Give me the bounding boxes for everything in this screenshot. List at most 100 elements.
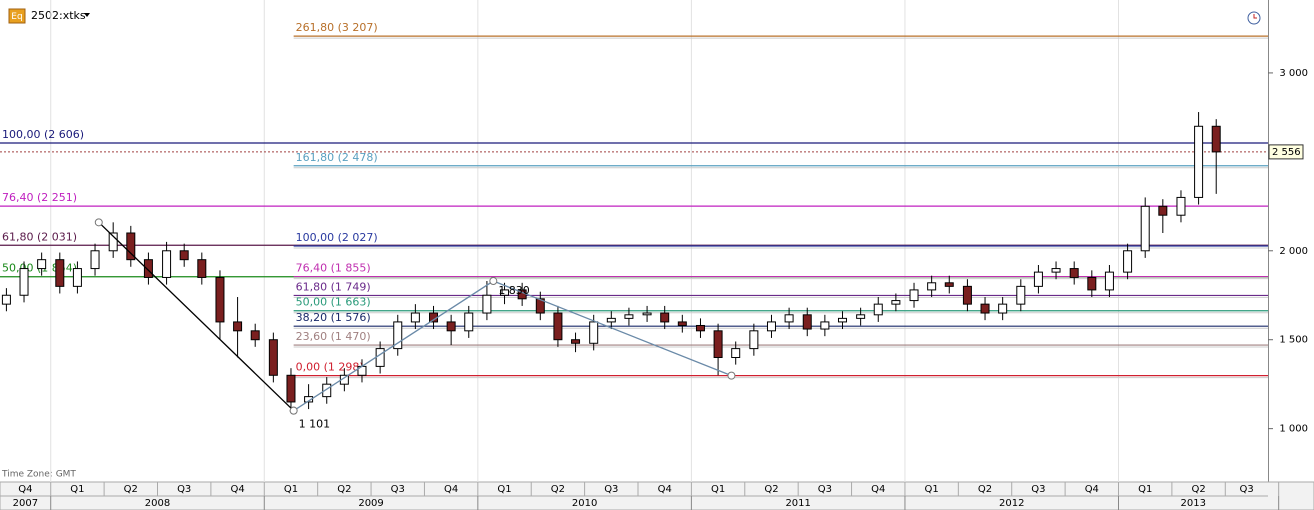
- candle-body: [962, 285, 972, 305]
- candle-body: [410, 312, 420, 323]
- fib-label: 50,00 (1 663): [296, 296, 371, 309]
- pivot: [94, 218, 103, 227]
- last-price-box: [1268, 144, 1304, 160]
- candle-body: [268, 339, 278, 376]
- x-tick-label: Q4: [871, 484, 885, 495]
- candle-body: [571, 339, 581, 344]
- candle-body: [500, 289, 510, 296]
- fib-label: 261,80 (3 207): [296, 21, 378, 34]
- candle-body: [286, 374, 296, 403]
- candle-body: [72, 268, 82, 287]
- candle-body: [126, 232, 136, 261]
- fib-label: 100,00 (2 027): [296, 231, 378, 244]
- candle-body: [1104, 271, 1114, 291]
- x-tick-label: Q3: [1240, 484, 1254, 495]
- fib-label: 161,80 (2 478): [296, 151, 378, 164]
- dropdown-caret[interactable]: [84, 13, 90, 17]
- year-label: 2009: [358, 498, 383, 509]
- fib-label: 100,00 (2 606): [2, 128, 84, 141]
- candle-body: [304, 396, 314, 403]
- candle-body: [482, 294, 492, 314]
- clock-hands: [1253, 14, 1257, 19]
- candle-body: [802, 314, 812, 330]
- candle-body: [108, 232, 118, 252]
- candle-body: [375, 348, 385, 367]
- x-tick-label: Q4: [658, 484, 672, 495]
- year-label: 2010: [572, 498, 597, 509]
- x-tick-label: Q4: [1085, 484, 1099, 495]
- candle-body: [1, 294, 11, 305]
- fib-label: 76,40 (1 855): [296, 262, 371, 275]
- y-tick-label: 3 000: [1279, 68, 1308, 79]
- candle-body: [820, 321, 830, 330]
- pivot: [727, 371, 736, 380]
- x-tick-label: Q3: [391, 484, 405, 495]
- candle-body: [927, 282, 937, 291]
- x-tick-label: Q3: [1031, 484, 1045, 495]
- candle-body: [713, 330, 723, 358]
- candle-body: [1211, 125, 1221, 153]
- year-label: 2008: [145, 498, 170, 509]
- x-tick-label: Q1: [925, 484, 939, 495]
- x-tick-label: Q1: [711, 484, 725, 495]
- year-label: 2011: [785, 498, 810, 509]
- y-tick-label: 1 500: [1279, 335, 1308, 346]
- timezone: Time Zone: GMT: [1, 470, 76, 480]
- symbol-name[interactable]: 2502:xtks: [31, 9, 86, 22]
- symbol-icon-text: Eq: [11, 12, 22, 22]
- candle-body: [179, 250, 189, 261]
- candle-body: [55, 259, 65, 287]
- x-tick-label: Q2: [124, 484, 138, 495]
- candle-body: [766, 321, 776, 332]
- candle-body: [856, 314, 866, 319]
- y-tick-label: 2 000: [1279, 246, 1308, 257]
- candle-body: [731, 348, 741, 358]
- candle-body: [980, 303, 990, 314]
- x-tick-label: Q2: [551, 484, 565, 495]
- x-tick-label: Q4: [444, 484, 458, 495]
- candle-body: [944, 282, 954, 287]
- fib-label: 0,00 (1 298): [296, 361, 364, 374]
- candle-body: [19, 268, 29, 296]
- candle-body: [624, 314, 634, 319]
- fib-label: 38,20 (1 576): [296, 311, 371, 324]
- x-tick-label: Q1: [284, 484, 298, 495]
- x-tick-label: Q3: [818, 484, 832, 495]
- candle-body: [1016, 285, 1026, 305]
- candle-body: [606, 317, 616, 323]
- x-tick-label: Q2: [978, 484, 992, 495]
- candle-body: [1033, 271, 1043, 287]
- candle-body: [37, 259, 47, 270]
- pivot: [489, 277, 498, 286]
- candle-body: [784, 314, 794, 323]
- candle-body: [215, 276, 225, 323]
- pivot-label: 1 101: [299, 418, 331, 431]
- x-tick-label: Q2: [764, 484, 778, 495]
- symbol-icon[interactable]: [8, 8, 26, 24]
- candle-body: [464, 312, 474, 332]
- candle-body: [677, 321, 687, 326]
- candle-body: [642, 312, 652, 316]
- trend-line: [98, 221, 295, 412]
- candle-body: [837, 317, 847, 323]
- fib-label: 76,40 (2 251): [2, 191, 77, 204]
- x-tick-label: Q2: [337, 484, 351, 495]
- candle-body: [873, 303, 883, 316]
- candle-body: [250, 330, 260, 341]
- candle-body: [1087, 276, 1097, 291]
- x-tick-label: Q1: [70, 484, 84, 495]
- candle-body: [1069, 268, 1079, 278]
- pivot: [289, 406, 298, 415]
- x-tick-label: Q3: [604, 484, 618, 495]
- x-tick-label: Q4: [230, 484, 244, 495]
- fib-label: 61,80 (1 749): [296, 280, 371, 293]
- candle-body: [749, 330, 759, 350]
- x-tick-label: Q4: [18, 484, 32, 495]
- candle-body: [446, 321, 456, 332]
- year-label: 2013: [1181, 498, 1206, 509]
- candle-body: [1051, 268, 1061, 273]
- x-tick-label: Q3: [177, 484, 191, 495]
- candle-body: [998, 303, 1008, 314]
- plot: 100,00 (2 606) 76,40 (2 251) 61,80 (2 031)…: [0, 21, 1268, 431]
